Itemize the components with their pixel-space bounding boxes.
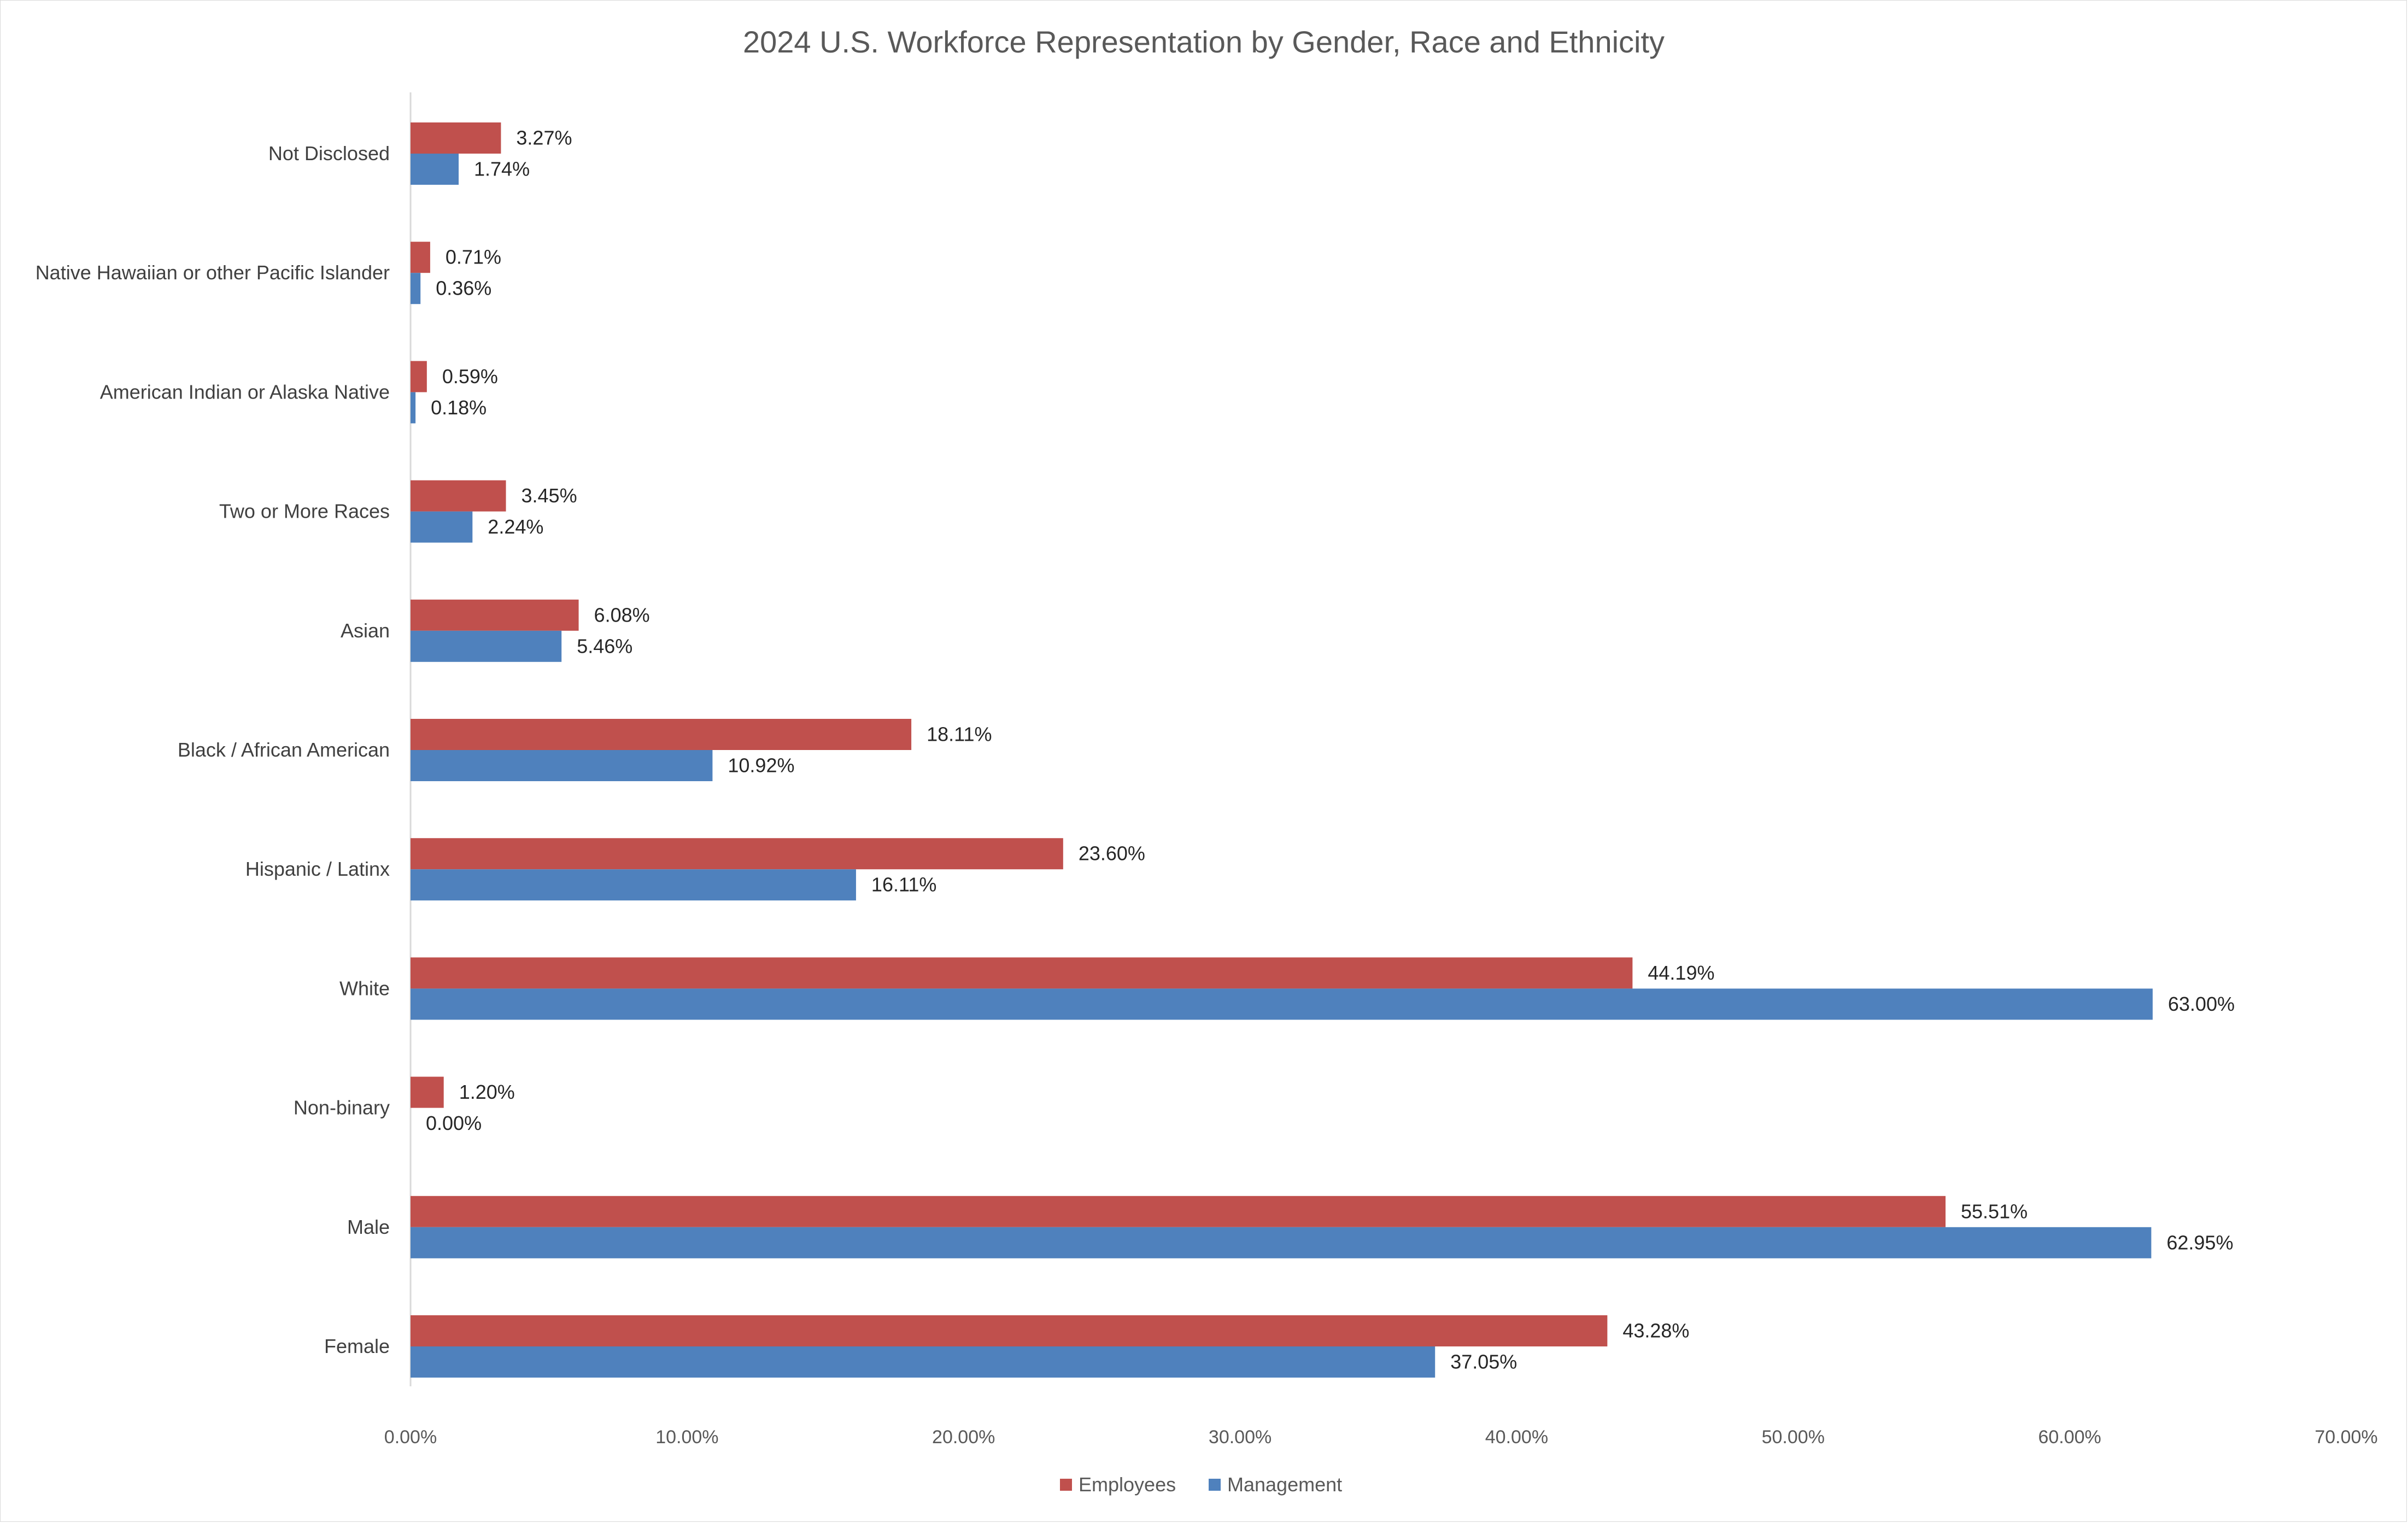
- employees-bar: [411, 599, 579, 631]
- category-label: Female: [324, 1335, 390, 1357]
- employees-data-label: 55.51%: [1961, 1200, 2028, 1222]
- management-bar: [411, 511, 473, 543]
- employees-bar: [411, 719, 912, 750]
- management-bar: [411, 1227, 2152, 1258]
- management-bar: [411, 869, 856, 901]
- employees-data-label: 6.08%: [594, 604, 650, 626]
- management-data-label: 0.00%: [426, 1112, 482, 1134]
- chart-title: 2024 U.S. Workforce Representation by Ge…: [743, 25, 1665, 59]
- employees-bar: [411, 1315, 1608, 1346]
- management-data-label: 5.46%: [577, 635, 632, 657]
- category-label: Not Disclosed: [268, 142, 390, 165]
- employees-data-label: 43.28%: [1622, 1320, 1689, 1342]
- plot-area: Not Disclosed 3.27% 1.74% Native Hawaiian o…: [36, 92, 2378, 1448]
- management-data-label: 1.74%: [474, 158, 530, 180]
- management-bar: [411, 273, 421, 304]
- management-bar: [411, 392, 416, 424]
- employees-bar: [411, 957, 1633, 989]
- management-data-label: 16.11%: [871, 874, 936, 896]
- legend-employees-label: Employees: [1079, 1473, 1176, 1496]
- category-label: Non-binary: [294, 1097, 390, 1119]
- x-tick-label: 20.00%: [932, 1427, 995, 1448]
- legend-management-swatch: [1209, 1479, 1221, 1491]
- employees-bar: [411, 480, 506, 512]
- management-data-label: 10.92%: [728, 754, 794, 777]
- category-label: White: [339, 977, 390, 999]
- category-label: Hispanic / Latinx: [245, 858, 390, 880]
- management-bar: [411, 1346, 1436, 1378]
- management-data-label: 63.00%: [2168, 993, 2235, 1015]
- employees-data-label: 0.59%: [442, 365, 498, 388]
- employees-bar: [411, 122, 501, 154]
- x-tick-label: 30.00%: [1209, 1427, 1272, 1448]
- employees-data-label: 1.20%: [459, 1081, 515, 1103]
- management-bar: [411, 988, 2153, 1020]
- legend: Employees Management: [1060, 1473, 1342, 1496]
- x-tick-label: 70.00%: [2315, 1427, 2377, 1448]
- x-tick-label: 0.00%: [384, 1427, 437, 1448]
- employees-data-label: 3.27%: [516, 127, 572, 149]
- category-label: Native Hawaiian or other Pacific Islande…: [36, 261, 390, 284]
- x-tick-label: 50.00%: [1762, 1427, 1825, 1448]
- employees-data-label: 3.45%: [522, 484, 577, 507]
- employees-data-label: 18.11%: [927, 723, 992, 746]
- employees-data-label: 23.60%: [1079, 842, 1145, 865]
- management-data-label: 37.05%: [1450, 1351, 1517, 1373]
- legend-management-label: Management: [1227, 1473, 1342, 1496]
- management-bar: [411, 750, 713, 781]
- legend-employees-swatch: [1060, 1479, 1072, 1491]
- employees-bar: [411, 242, 430, 273]
- employees-bar: [411, 838, 1063, 870]
- category-label: Male: [347, 1216, 390, 1238]
- management-data-label: 2.24%: [488, 516, 543, 538]
- category-label: Asian: [341, 619, 390, 642]
- x-tick-label: 40.00%: [1485, 1427, 1548, 1448]
- employees-data-label: 0.71%: [446, 246, 501, 268]
- employees-bar: [411, 1076, 444, 1108]
- employees-data-label: 44.19%: [1648, 962, 1714, 984]
- management-data-label: 62.95%: [2166, 1231, 2233, 1253]
- management-bar: [411, 630, 562, 662]
- category-label: Black / African American: [178, 739, 390, 761]
- x-tick-label: 10.00%: [655, 1427, 718, 1448]
- employees-bar: [411, 1196, 1946, 1227]
- employees-bar: [411, 361, 427, 393]
- x-tick-label: 60.00%: [2038, 1427, 2101, 1448]
- management-data-label: 0.18%: [431, 396, 487, 419]
- management-bar: [411, 154, 459, 185]
- management-data-label: 0.36%: [436, 277, 491, 300]
- category-label: American Indian or Alaska Native: [100, 380, 390, 403]
- category-label: Two or More Races: [219, 500, 390, 523]
